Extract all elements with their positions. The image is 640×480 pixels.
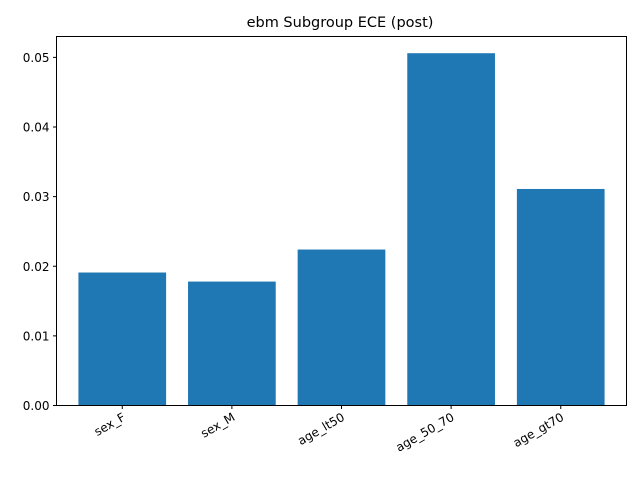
y-tick-label: 0.03	[23, 190, 50, 204]
bar-age-50-70	[407, 53, 495, 406]
y-tick-label: 0.00	[23, 399, 50, 413]
chart-title: ebm Subgroup ECE (post)	[247, 15, 434, 31]
y-tick-label: 0.02	[23, 260, 50, 274]
plot-frame	[56, 36, 627, 406]
x-tick-label: age_gt70	[511, 410, 566, 450]
bar-age-gt70	[516, 188, 605, 406]
x-tick-label: age_50_70	[393, 410, 456, 455]
bar-age-lt50	[297, 249, 386, 406]
x-axis: sex_F sex_M age_lt50 age_50_70 age_gt70	[92, 405, 566, 455]
bar-sex-M	[188, 281, 276, 406]
bars-group	[78, 53, 605, 406]
y-tick-label: 0.01	[23, 329, 50, 343]
x-tick-label: sex_M	[198, 410, 237, 441]
y-axis: 0.00 0.01 0.02 0.03 0.04 0.05	[23, 51, 57, 413]
x-tick-label: age_lt50	[295, 410, 347, 448]
x-tick-label: sex_F	[92, 410, 128, 439]
y-tick-label: 0.05	[23, 51, 50, 65]
y-tick-label: 0.04	[23, 121, 50, 135]
bar-sex-F	[78, 272, 167, 406]
